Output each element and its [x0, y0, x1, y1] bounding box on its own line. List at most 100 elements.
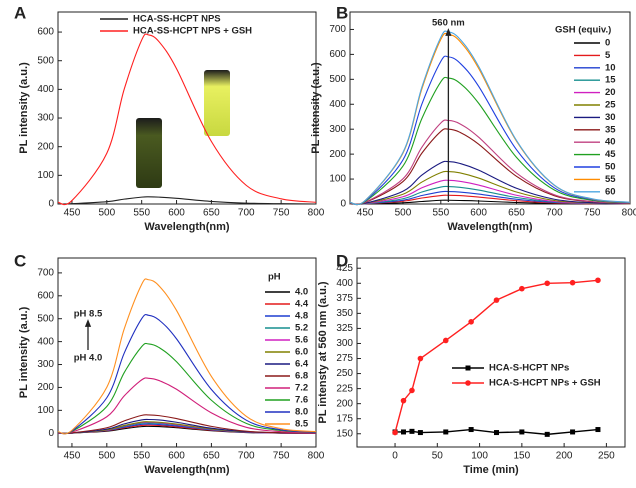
series-line — [57, 313, 317, 435]
y-tick-label: 300 — [37, 359, 54, 370]
x-axis-label: Wavelength(nm) — [144, 221, 229, 233]
legend-label: 5.6 — [295, 335, 308, 346]
x-tick-label: 50 — [432, 451, 444, 462]
x-tick-label: 600 — [470, 208, 487, 219]
series-line — [349, 76, 631, 206]
legend-label: HCA-S-HCPT NPs + GSH — [489, 378, 601, 389]
point — [409, 387, 415, 394]
y-tick-label: 600 — [329, 49, 346, 60]
y-tick-label: 200 — [329, 149, 346, 160]
legend-label: 30 — [605, 112, 616, 123]
y-tick-label: 100 — [37, 170, 54, 181]
x-tick-label: 100 — [471, 451, 488, 462]
legend-label: 6.0 — [295, 347, 308, 358]
series-line — [349, 128, 631, 205]
y-axis-label: PL intensity (a.u.) — [18, 62, 30, 154]
y-tick-label: 200 — [37, 382, 54, 393]
y-tick-label: 275 — [336, 353, 353, 364]
point — [544, 280, 551, 287]
legend-label: 15 — [605, 75, 616, 86]
plot-frame — [57, 11, 317, 205]
legend-label: 6.4 — [295, 359, 309, 370]
x-tick-label: 550 — [133, 451, 150, 462]
y-tick-label: 400 — [329, 99, 346, 110]
legend-label: 0 — [605, 38, 610, 49]
x-tick-label: 650 — [203, 451, 220, 462]
point — [569, 279, 576, 286]
point — [570, 429, 576, 435]
y-tick-label: 375 — [336, 293, 353, 304]
x-axis-label: Wavelength(nm) — [144, 464, 229, 476]
annotation: pH 4.0 — [74, 353, 103, 364]
y-tick-label: 700 — [329, 24, 346, 35]
point — [493, 430, 499, 436]
legend-label: 8.0 — [295, 407, 308, 418]
series-line — [349, 170, 631, 205]
x-tick-label: 450 — [64, 451, 81, 462]
panel-label: A — [14, 3, 26, 22]
vial-image — [136, 118, 162, 188]
y-tick-label: 500 — [37, 55, 54, 66]
annotation: 560 nm — [432, 18, 465, 29]
x-tick-label: 750 — [273, 451, 290, 462]
series-line — [349, 30, 631, 206]
x-tick-label: 800 — [308, 208, 325, 219]
panel-label: C — [14, 251, 26, 270]
vial-image — [204, 70, 230, 136]
y-axis-label: PL intensity (a.u.) — [310, 62, 322, 154]
series-line — [57, 414, 317, 434]
x-tick-label: 700 — [546, 208, 563, 219]
point — [519, 285, 525, 292]
y-tick-label: 150 — [336, 428, 353, 439]
point — [442, 337, 449, 344]
point — [595, 277, 601, 284]
point — [595, 427, 601, 433]
legend-label: 40 — [605, 137, 616, 148]
y-tick-label: 300 — [37, 113, 54, 124]
x-tick-label: 650 — [508, 208, 525, 219]
series-line — [349, 179, 631, 205]
point — [409, 428, 415, 434]
x-tick-label: 450 — [357, 208, 374, 219]
x-tick-label: 750 — [584, 208, 601, 219]
y-tick-label: 700 — [37, 268, 54, 279]
x-axis-label: Wavelength(nm) — [447, 221, 532, 233]
y-tick-label: 425 — [336, 263, 353, 274]
series-line — [349, 119, 631, 205]
x-tick-label: 700 — [238, 208, 255, 219]
y-tick-label: 0 — [48, 199, 54, 210]
legend-label: 5 — [605, 50, 611, 61]
x-axis-label: Time (min) — [463, 464, 519, 476]
point — [519, 429, 525, 435]
point — [493, 297, 500, 303]
x-tick-label: 550 — [133, 208, 150, 219]
y-axis-label: PL intensity (a.u.) — [18, 306, 30, 398]
y-tick-label: 600 — [37, 27, 54, 38]
legend-label: HCA-S-HCPT NPs — [489, 363, 569, 374]
x-tick-label: 650 — [203, 208, 220, 219]
x-tick-label: 600 — [168, 451, 185, 462]
legend-label: HCA-SS-HCPT NPS + GSH — [133, 26, 252, 37]
series-line — [57, 196, 317, 205]
x-tick-label: 450 — [64, 208, 81, 219]
point — [443, 429, 449, 435]
legend-label: 25 — [605, 100, 616, 111]
x-tick-label: 250 — [598, 451, 615, 462]
legend-label: 5.2 — [295, 323, 308, 334]
x-tick-label: 750 — [273, 208, 290, 219]
x-tick-label: 800 — [308, 451, 325, 462]
plot-frame — [356, 257, 626, 448]
y-tick-label: 225 — [336, 383, 353, 394]
y-tick-label: 600 — [37, 290, 54, 301]
x-tick-label: 700 — [238, 451, 255, 462]
panel-label: B — [336, 3, 348, 22]
y-tick-label: 300 — [336, 338, 353, 349]
legend-label: 55 — [605, 174, 616, 185]
legend-label: 4.0 — [295, 287, 308, 298]
legend-label: 8.5 — [295, 419, 309, 430]
y-tick-label: 175 — [336, 413, 353, 424]
legend-label: 50 — [605, 162, 616, 173]
y-tick-label: 200 — [336, 398, 353, 409]
x-tick-label: 500 — [395, 208, 412, 219]
series-line — [57, 33, 317, 206]
